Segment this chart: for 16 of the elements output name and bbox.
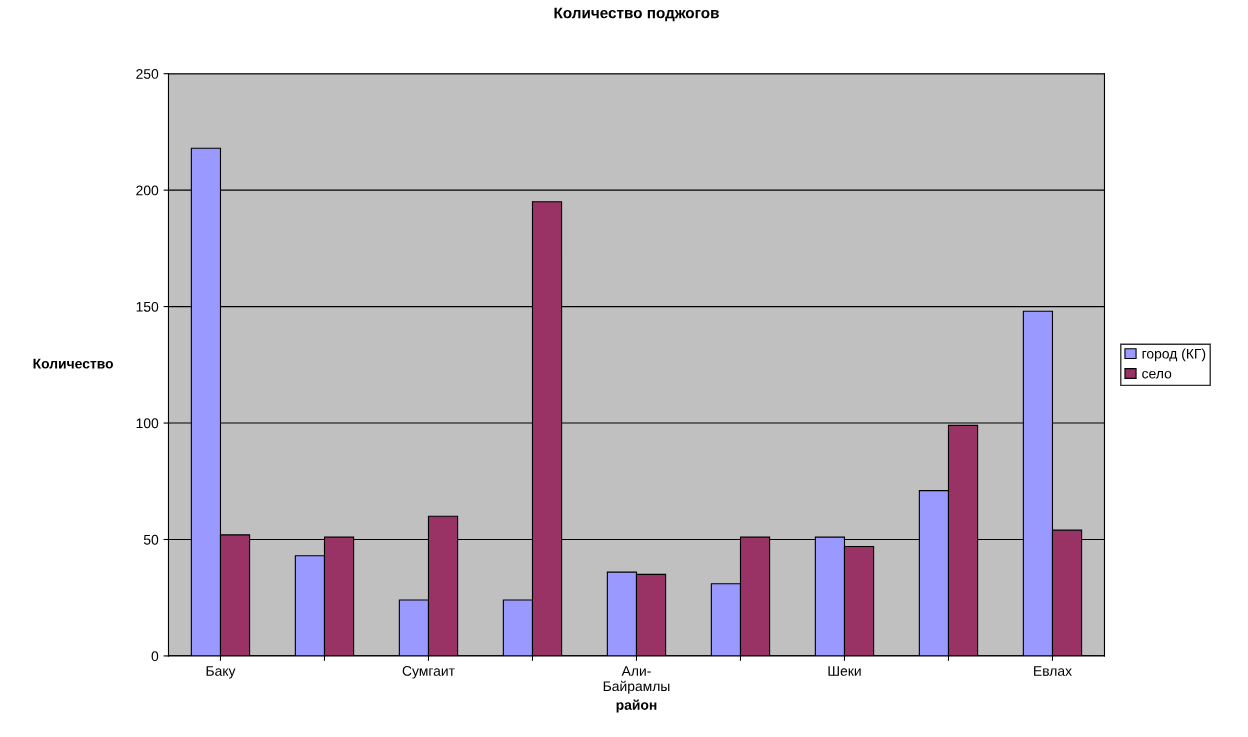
x-tick-label: Али- Байрамлы [603, 666, 670, 694]
chart-title: Количество поджогов [554, 7, 719, 22]
legend-label: село [1142, 370, 1172, 379]
y-tick-label: 100 [136, 418, 159, 429]
x-tick-label: Евлах [1034, 666, 1072, 676]
y-tick-label: 150 [136, 301, 159, 312]
y-tick-label: 50 [143, 534, 159, 545]
x-tick-label: Сумгаит [402, 666, 455, 679]
y-axis-title: Количество [33, 358, 114, 369]
y-tick-label: 200 [136, 185, 159, 196]
y-tick-label: 250 [136, 69, 159, 79]
x-tick-label: Баку [206, 666, 236, 679]
x-tick-label: Шеки [828, 666, 861, 676]
x-axis-title: район [616, 699, 657, 713]
legend-label: город (КГ) [1142, 348, 1206, 362]
y-tick-label: 0 [151, 651, 159, 662]
